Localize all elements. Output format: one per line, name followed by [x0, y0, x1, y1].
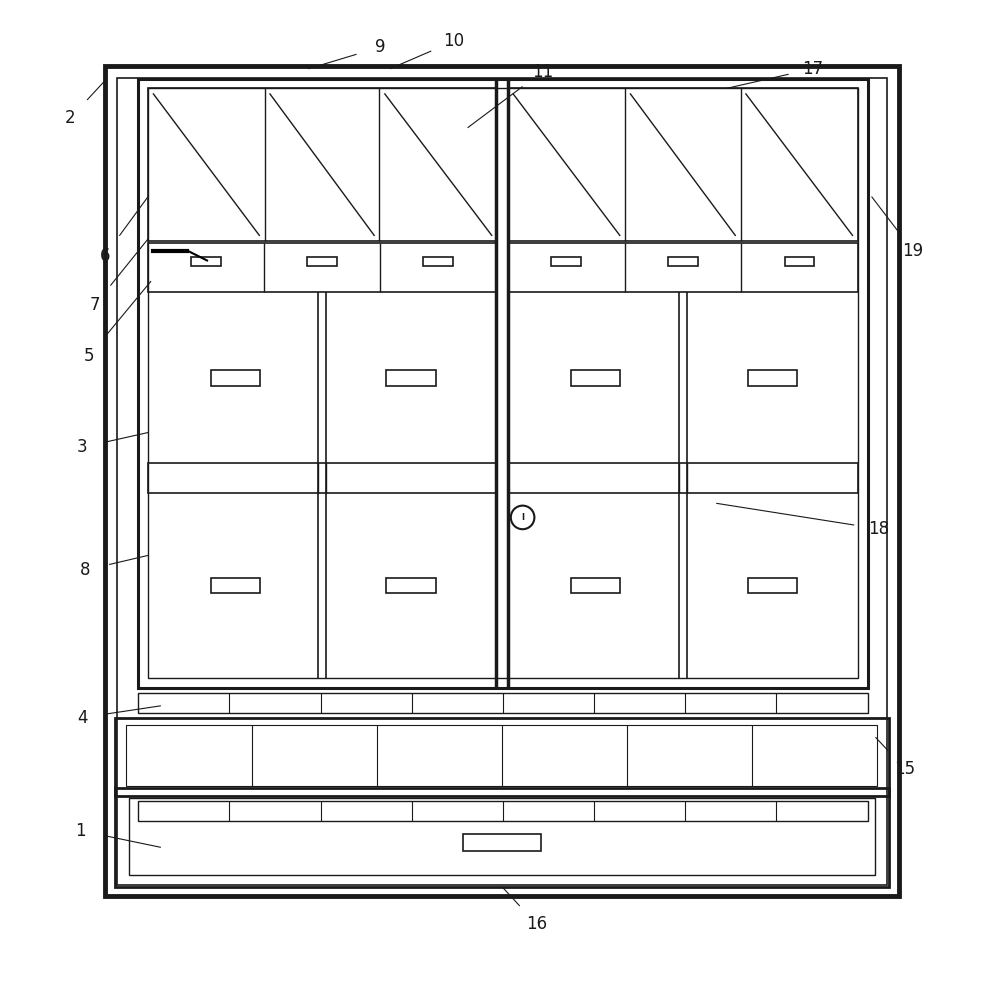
Bar	[748, 370, 797, 385]
Bar	[463, 834, 541, 851]
Bar	[138, 79, 868, 688]
Bar	[748, 578, 797, 594]
Bar	[423, 257, 453, 266]
Text: 2: 2	[65, 109, 76, 127]
Bar	[148, 88, 858, 678]
Text: 16: 16	[526, 915, 547, 933]
Text: 3: 3	[77, 438, 88, 456]
Bar	[551, 257, 581, 266]
Text: 15: 15	[894, 760, 916, 778]
Bar	[508, 243, 858, 292]
Bar	[211, 370, 260, 385]
Text: 17: 17	[802, 60, 823, 78]
Text: I: I	[521, 513, 524, 522]
Bar	[126, 725, 877, 786]
Bar	[138, 801, 868, 821]
Bar	[508, 88, 858, 241]
Text: 18: 18	[868, 520, 889, 538]
Bar	[148, 463, 496, 492]
Bar	[115, 788, 889, 887]
Bar	[105, 66, 899, 896]
Bar	[307, 257, 337, 266]
Bar	[508, 463, 858, 492]
Text: 1: 1	[75, 822, 86, 839]
Text: 11: 11	[532, 63, 553, 81]
Bar	[571, 370, 620, 385]
Bar	[785, 257, 814, 266]
Text: 10: 10	[443, 32, 464, 50]
Bar	[386, 578, 436, 594]
Bar	[148, 88, 496, 241]
Bar	[211, 578, 260, 594]
Bar	[129, 798, 875, 875]
Text: 8: 8	[80, 561, 90, 579]
Bar	[148, 243, 496, 292]
Text: 5: 5	[84, 347, 94, 365]
Text: 7: 7	[90, 296, 100, 314]
Text: 6: 6	[100, 247, 110, 264]
Text: 9: 9	[375, 38, 385, 56]
Bar	[386, 370, 436, 385]
Bar	[115, 718, 889, 796]
Bar	[668, 257, 698, 266]
Bar	[191, 257, 221, 266]
Text: 19: 19	[902, 242, 923, 260]
Bar	[138, 693, 868, 713]
Bar	[571, 578, 620, 594]
Text: 4: 4	[77, 709, 87, 726]
Bar	[117, 78, 887, 885]
